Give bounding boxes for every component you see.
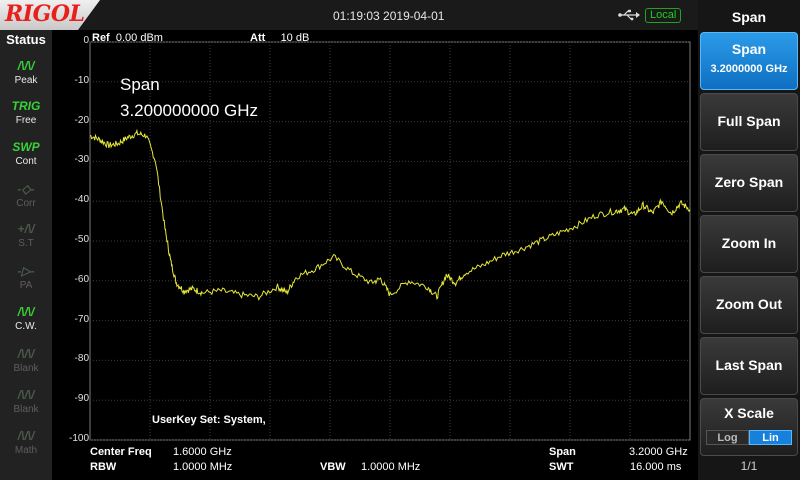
trace-display: 0 -10 -20 -30 -40 -50 -60 -70 -80 -90 -100 Ref 0.0… <box>52 30 698 480</box>
status-label: Free <box>15 115 37 126</box>
rigol-logo: RIGOL <box>0 0 100 30</box>
y-tick-label: -100 <box>68 433 89 444</box>
center-freq-value: 1.6000 GHz <box>173 446 232 458</box>
userkey-status: UserKey Set: System, <box>152 414 266 426</box>
menu-title: Span <box>731 9 767 25</box>
status-label: Corr <box>16 198 36 209</box>
st-icon: +/\/ S.T <box>4 220 48 258</box>
last-span-button[interactable]: Last Span <box>700 337 798 395</box>
corr-icon: -◇- Corr <box>4 180 48 218</box>
rbw-label: RBW <box>90 461 117 473</box>
y-tick-label: 0 <box>83 35 89 46</box>
y-tick-label: -10 <box>74 74 89 86</box>
status-label: Cont <box>15 156 37 167</box>
center-freq-label: Center Freq <box>90 446 152 458</box>
page-indicator: 1/1 <box>740 459 758 473</box>
vbw-label: VBW <box>320 461 346 473</box>
usb-icon <box>618 9 640 21</box>
zoom-in-label: Zoom In <box>721 235 777 251</box>
status-glyph: /\/\/ <box>17 305 35 319</box>
span-value: 3.2000 GHz <box>629 446 688 458</box>
vbw-value: 1.0000 MHz <box>361 461 421 473</box>
y-tick-label: -80 <box>74 353 89 365</box>
status-label: S.T <box>18 238 34 249</box>
ref-level-readout: Ref 0.00 dBm <box>92 32 163 44</box>
status-glyph: /\/\/ <box>17 347 35 361</box>
active-function-value: 3.200000000 GHz <box>120 101 258 120</box>
span-label: Span <box>549 446 576 458</box>
span-softkey-label: Span <box>731 41 767 57</box>
trig-icon: TRIG Free <box>4 97 48 135</box>
zoom-in-button[interactable]: Zoom In <box>700 215 798 273</box>
pa-icon: -▷- PA <box>4 262 48 300</box>
status-label: Math <box>14 445 38 456</box>
y-tick-label: -40 <box>74 194 89 206</box>
zero-span-button[interactable]: Zero Span <box>700 154 798 212</box>
status-panel: Status /\/\/ Peak TRIG Free SWP Cont -◇- Corr +/… <box>0 30 52 480</box>
x-scale-softkey[interactable]: X Scale Log Lin <box>700 398 798 456</box>
math-icon: /\/\/ Math <box>4 427 48 465</box>
last-span-label: Last Span <box>715 357 783 373</box>
top-bar: RIGOL 01:19:03 2019-04-01 Local <box>0 0 698 30</box>
status-glyph: /\/\/ <box>17 429 35 443</box>
cw-icon: /\/\/ C.W. <box>4 303 48 341</box>
status-label: PA <box>19 280 33 291</box>
sweep-icon: SWP Cont <box>4 138 48 176</box>
status-label: Blank <box>13 363 39 374</box>
zoom-out-label: Zoom Out <box>715 296 783 312</box>
blank-icon: /\/\/ Blank <box>4 386 48 424</box>
peak-icon: /\/\/ Peak <box>4 57 48 95</box>
spectrum-trace <box>89 128 691 301</box>
status-glyph: +/\/ <box>17 222 35 236</box>
active-function-title: Span <box>120 75 160 94</box>
att-value: 10 dB <box>280 32 310 44</box>
status-label: Blank <box>13 404 39 415</box>
ref-value: 0.00 dBm <box>115 32 163 44</box>
status-glyph: /\/\/ <box>17 59 35 73</box>
status-glyph: TRIG <box>11 99 41 113</box>
x-scale-label: X Scale <box>724 405 774 421</box>
att-label: Att <box>250 32 266 44</box>
x-scale-log-option[interactable]: Log <box>706 430 749 445</box>
status-glyph: -▷- <box>17 264 35 278</box>
status-glyph: SWP <box>12 140 40 154</box>
y-tick-label: -30 <box>74 154 89 166</box>
y-tick-label: -70 <box>74 313 89 325</box>
status-label: Peak <box>14 75 38 86</box>
x-scale-lin-option[interactable]: Lin <box>749 430 792 445</box>
ref-label: Ref <box>92 32 110 44</box>
x-scale-toggle[interactable]: Log Lin <box>706 430 792 445</box>
status-glyph: /\/\/ <box>17 388 35 402</box>
graticule <box>89 41 691 441</box>
full-span-button[interactable]: Full Span <box>700 93 798 151</box>
blank-icon: /\/\/ Blank <box>4 345 48 383</box>
full-span-label: Full Span <box>717 113 781 129</box>
y-tick-label: -90 <box>74 393 89 405</box>
swt-value: 16.000 ms <box>630 461 682 473</box>
softkey-menu: Span Span 3.2000000 GHz Full Span Zero S… <box>698 0 800 480</box>
zero-span-label: Zero Span <box>714 174 784 190</box>
timestamp: 01:19:03 2019-04-01 <box>333 9 445 23</box>
local-badge: Local <box>645 8 682 23</box>
y-tick-label: -20 <box>74 114 89 126</box>
status-glyph: -◇- <box>17 182 35 196</box>
span-softkey[interactable]: Span 3.2000000 GHz <box>700 32 798 90</box>
status-title: Status <box>6 32 46 47</box>
y-tick-label: -60 <box>74 273 89 285</box>
attenuation-readout: Att 10 dB <box>250 32 309 44</box>
span-softkey-value: 3.2000000 GHz <box>710 63 788 75</box>
y-tick-label: -50 <box>74 234 89 245</box>
brand-name: RIGOL <box>5 1 85 27</box>
status-label: C.W. <box>15 321 37 332</box>
zoom-out-button[interactable]: Zoom Out <box>700 276 798 334</box>
swt-label: SWT <box>549 461 574 473</box>
rbw-value: 1.0000 MHz <box>173 461 233 473</box>
